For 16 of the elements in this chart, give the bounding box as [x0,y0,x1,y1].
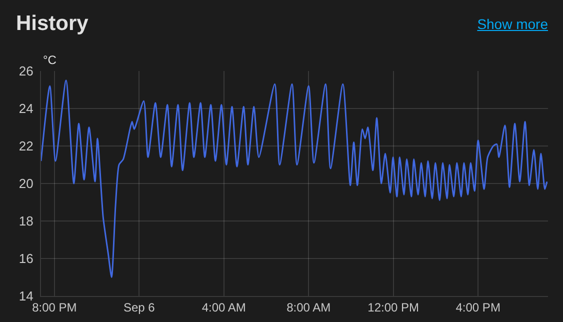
chart-title: History [16,12,88,36]
x-tick-label: 8:00 PM [32,300,77,314]
y-tick-label: 22 [18,138,34,154]
text: Show more [477,16,548,32]
y-axis-title: °C [43,53,57,67]
y-tick-label: 18 [18,214,34,229]
x-tick-label: Sep 6 [123,300,156,314]
x-tick-label: 4:00 PM [456,300,500,314]
y-tick-label: 24 [18,101,34,116]
x-tick-label: 12:00 PM [368,300,420,314]
y-tick-label: 20 [18,176,34,192]
y-tick-label: 26 [18,64,34,79]
x-tick-label: 8:00 AM [286,300,331,314]
y-tick-label: 16 [18,251,34,266]
x-tick-label: 4:00 AM [202,300,246,314]
y-tick-label: 14 [18,288,34,304]
